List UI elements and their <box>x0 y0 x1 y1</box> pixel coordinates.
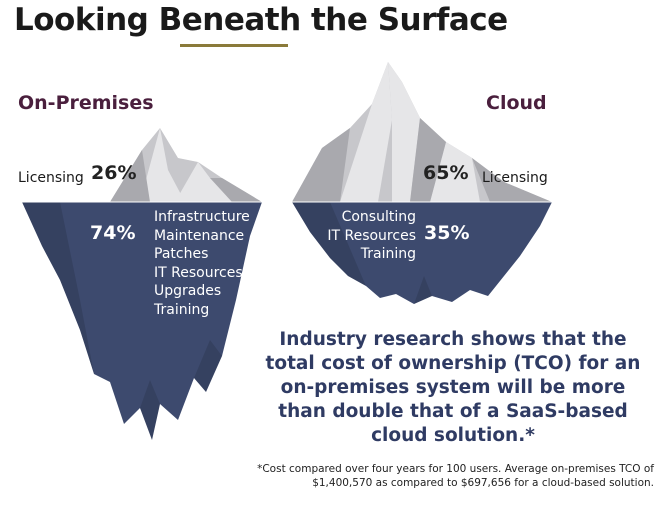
on-premises-licensing-label: Licensing <box>18 170 84 186</box>
on-premises-iceberg-bottom <box>22 202 262 440</box>
on-premises-licensing-percent: 26% <box>91 162 137 184</box>
page-title: Looking Beneath the Surface <box>14 2 508 38</box>
cloud-below-list: Consulting IT Resources Training <box>327 208 416 264</box>
cloud-licensing-percent: 65% <box>423 162 469 184</box>
cloud-below-percent: 35% <box>424 222 470 244</box>
on-premises-iceberg-top <box>110 128 262 202</box>
list-item: Consulting <box>341 209 416 225</box>
list-item: Patches <box>154 246 209 262</box>
cloud-iceberg-top <box>292 62 552 202</box>
cloud-heading: Cloud <box>486 92 547 114</box>
list-item: Maintenance <box>154 227 245 244</box>
title-underline <box>180 44 288 47</box>
list-item: Infrastructure <box>154 209 250 225</box>
footnote: *Cost compared over four years for 100 u… <box>257 463 654 489</box>
cloud-iceberg-bottom <box>292 202 552 304</box>
list-item: IT Resources <box>327 227 416 244</box>
tco-callout: Industry research shows that the total c… <box>265 329 641 446</box>
list-item: Training <box>360 246 416 262</box>
on-premises-heading: On-Premises <box>18 92 154 114</box>
list-item: Upgrades <box>154 283 222 299</box>
on-premises-below-percent: 74% <box>90 222 136 244</box>
on-premises-below-list: Infrastructure Maintenance Patches IT Resou… <box>154 208 250 319</box>
list-item: IT Resources <box>154 264 243 281</box>
cloud-licensing-label: Licensing <box>482 170 548 186</box>
list-item: Training <box>154 301 210 318</box>
